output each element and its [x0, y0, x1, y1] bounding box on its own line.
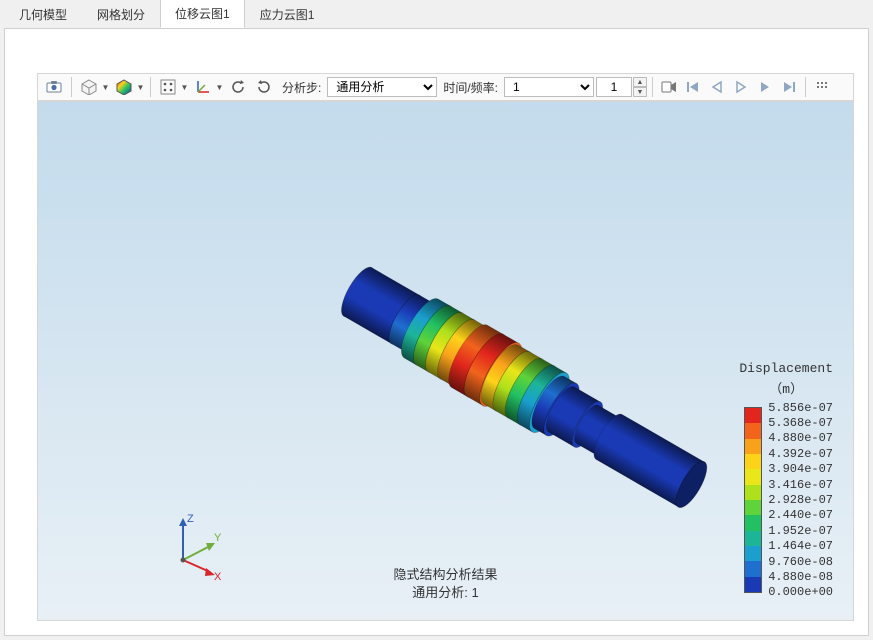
tab-stress[interactable]: 应力云图1	[245, 0, 330, 28]
result-panel: ▼ ▼ ▼ ▼ 分析步: 通用分析 时间/频率: 1 ▲▼	[4, 28, 869, 636]
colormap-dropdown[interactable]: ▼	[136, 83, 145, 92]
result-model	[318, 252, 718, 532]
tab-displacement[interactable]: 位移云图1	[160, 0, 245, 28]
legend-title: Displacement	[739, 361, 833, 376]
tab-mesh[interactable]: 网格划分	[82, 0, 160, 28]
tab-label: 应力云图1	[260, 8, 315, 22]
analysis-step-label: 分析步:	[278, 79, 325, 96]
next-frame-icon[interactable]	[754, 76, 776, 98]
rotate-cw-icon[interactable]	[252, 76, 276, 98]
colormap-icon[interactable]	[112, 76, 136, 98]
axes-toggle-icon[interactable]	[191, 76, 215, 98]
tab-label: 几何模型	[19, 8, 67, 22]
first-frame-icon[interactable]	[682, 76, 704, 98]
color-legend: Displacement （m） 5.856e-075.368e-074.880…	[739, 361, 833, 600]
axis-x-label: X	[214, 571, 222, 580]
viewer-toolbar: ▼ ▼ ▼ ▼ 分析步: 通用分析 时间/频率: 1 ▲▼	[37, 73, 854, 101]
analysis-step-select[interactable]: 通用分析	[327, 77, 437, 97]
time-freq-select[interactable]: 1	[504, 77, 594, 97]
frame-spinner[interactable]	[596, 77, 632, 97]
cube-view-dropdown[interactable]: ▼	[101, 83, 110, 92]
more-options-icon[interactable]	[811, 76, 833, 98]
last-frame-icon[interactable]	[778, 76, 800, 98]
caption-line2: 通用分析: 1	[393, 584, 497, 602]
tab-label: 网格划分	[97, 8, 145, 22]
record-icon[interactable]	[658, 76, 680, 98]
axis-z-label: Z	[187, 513, 194, 525]
frame-spinner-buttons[interactable]: ▲▼	[633, 77, 647, 97]
prev-frame-icon[interactable]	[706, 76, 728, 98]
axis-y-label: Y	[214, 532, 222, 544]
rotate-ccw-icon[interactable]	[226, 76, 250, 98]
points-dropdown[interactable]: ▼	[180, 83, 189, 92]
play-icon[interactable]	[730, 76, 752, 98]
time-freq-label: 时间/频率:	[439, 79, 502, 96]
legend-unit: （m）	[739, 378, 833, 397]
tab-label: 位移云图1	[175, 7, 230, 21]
viewport-3d[interactable]: Z Y X 隐式结构分析结果 通用分析: 1 Displacement （m）	[37, 101, 854, 621]
capture-icon[interactable]	[42, 76, 66, 98]
cube-view-icon[interactable]	[77, 76, 101, 98]
legend-labels: 5.856e-075.368e-074.880e-074.392e-073.90…	[768, 400, 833, 600]
result-caption: 隐式结构分析结果 通用分析: 1	[393, 566, 497, 602]
axes-dropdown[interactable]: ▼	[215, 83, 224, 92]
points-icon[interactable]	[156, 76, 180, 98]
caption-line1: 隐式结构分析结果	[393, 566, 497, 584]
tab-bar: 几何模型 网格划分 位移云图1 应力云图1	[0, 0, 873, 28]
axis-triad: Z Y X	[158, 510, 228, 580]
legend-colorbar	[744, 407, 762, 593]
tab-geometry[interactable]: 几何模型	[4, 0, 82, 28]
